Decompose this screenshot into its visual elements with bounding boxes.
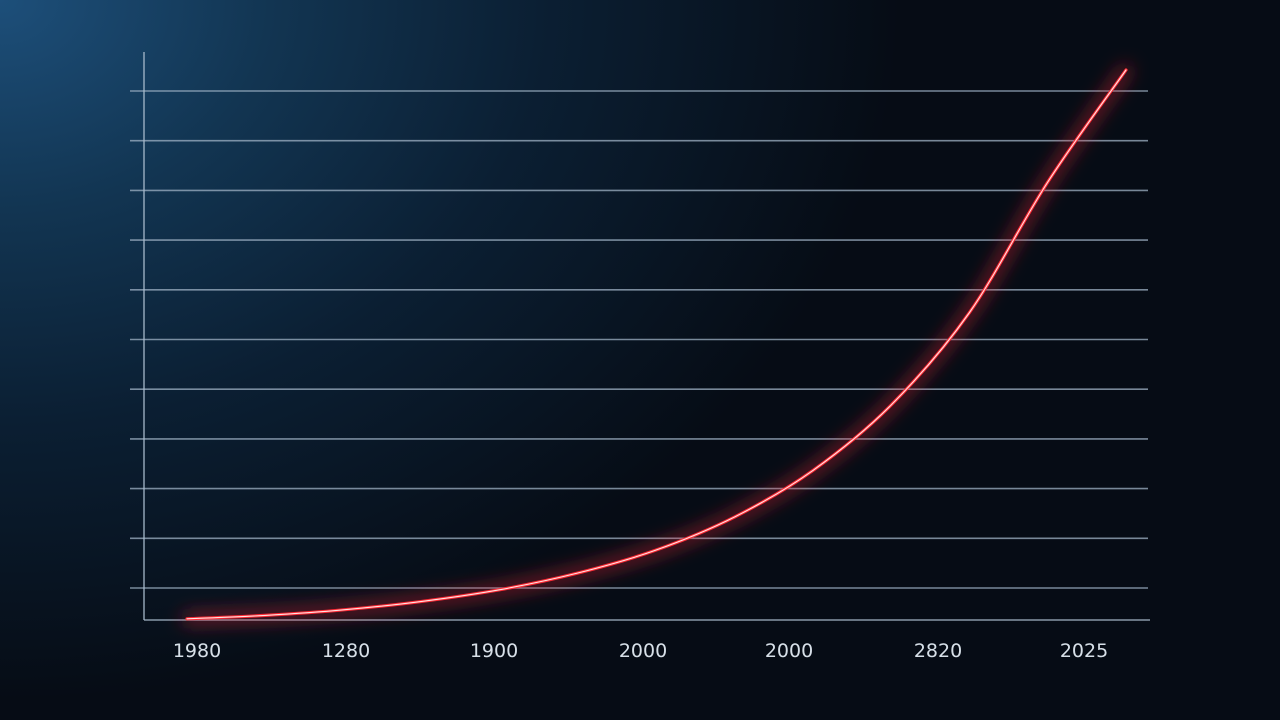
series-line bbox=[182, 65, 1131, 624]
x-tick-label: 1980 bbox=[173, 640, 221, 662]
x-tick-label: 1280 bbox=[322, 640, 370, 662]
series-line-path bbox=[185, 68, 1128, 621]
series-line-glow bbox=[182, 65, 1131, 624]
series-line-highlight bbox=[186, 69, 1127, 620]
gridlines bbox=[130, 90, 1148, 589]
x-tick-label: 2820 bbox=[914, 640, 962, 662]
x-tick-label: 2000 bbox=[765, 640, 813, 662]
x-tick-label: 1900 bbox=[470, 640, 518, 662]
x-tick-label: 2000 bbox=[619, 640, 667, 662]
x-tick-label: 2025 bbox=[1060, 640, 1108, 662]
x-tick-labels: 1980 1280 1900 2000 2000 2820 2025 bbox=[173, 640, 1108, 662]
